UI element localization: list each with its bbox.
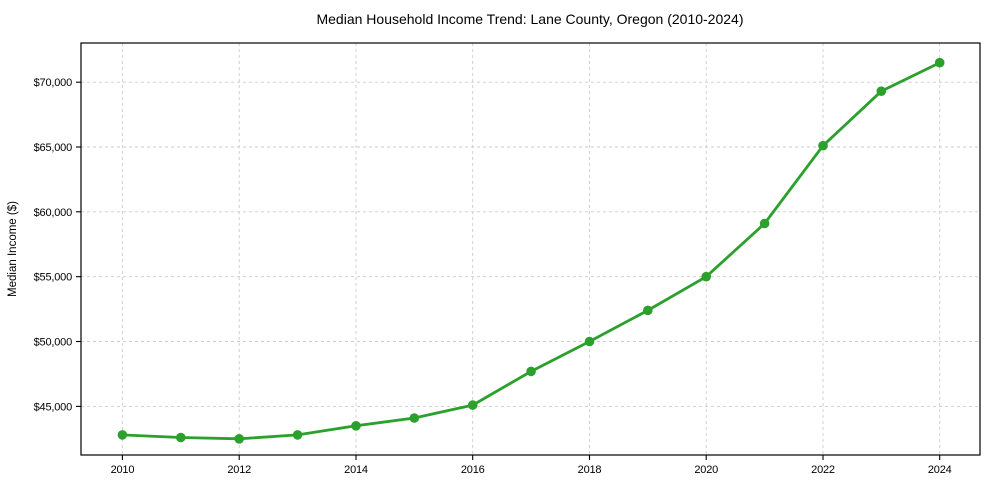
- x-tick-label: 2020: [694, 464, 718, 476]
- data-point-marker: [117, 430, 128, 440]
- y-axis-label: Median Income ($): [7, 201, 19, 297]
- data-point-marker: [759, 218, 770, 229]
- data-point-marker: [584, 336, 595, 347]
- x-tick-label: 2010: [111, 464, 135, 476]
- x-tick-label: 2016: [461, 464, 485, 476]
- trend-line: [121, 61, 942, 441]
- axis-ticks: [76, 81, 941, 460]
- data-point-marker: [409, 413, 420, 423]
- data-point-marker: [467, 400, 478, 410]
- x-tick-label: 2024: [928, 464, 952, 476]
- data-point-marker: [643, 305, 653, 316]
- y-tick-label: $65,000: [34, 142, 72, 154]
- x-tick-label: 2022: [811, 464, 835, 476]
- chart-title: Median Household Income Trend: Lane Coun…: [316, 11, 743, 27]
- y-tick-label: $55,000: [34, 272, 72, 284]
- y-tick-label: $45,000: [34, 401, 72, 413]
- x-tick-label: 2012: [227, 464, 251, 476]
- data-series: [117, 57, 945, 444]
- data-point-marker: [351, 421, 361, 431]
- data-point-marker: [234, 434, 244, 444]
- data-point-marker: [292, 430, 303, 440]
- tick-labels: $45,000 $50,000 $55,000 $60,000 $65,000 $70,0…: [34, 77, 952, 476]
- y-tick-label: $60,000: [34, 207, 72, 219]
- gridlines: [81, 43, 980, 455]
- data-point-marker: [934, 57, 945, 68]
- x-tick-label: 2014: [344, 464, 368, 476]
- data-point-marker: [701, 271, 711, 282]
- data-point-marker: [176, 432, 186, 443]
- data-point-marker: [876, 86, 887, 96]
- plot-frame: [80, 42, 981, 456]
- y-tick-label: $70,000: [34, 77, 72, 89]
- data-point-marker: [526, 366, 536, 377]
- x-tick-label: 2018: [578, 464, 602, 476]
- y-tick-label: $50,000: [34, 337, 72, 349]
- data-point-marker: [818, 140, 828, 151]
